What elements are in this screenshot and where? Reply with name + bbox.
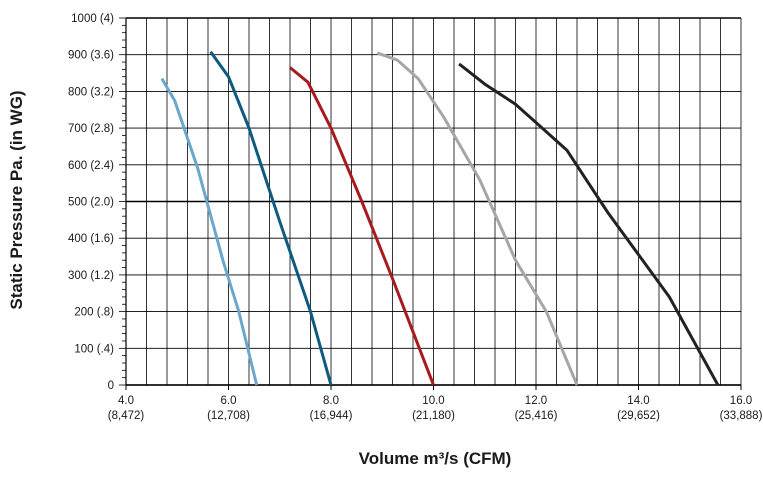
- x-tick-label: 12.0: [525, 395, 547, 407]
- series-line-2: [209, 50, 333, 386]
- y-tick-label: 500 (2.0): [68, 197, 114, 209]
- x-tick-sublabel: (12,708): [207, 410, 250, 422]
- x-axis-title: Volume m³/s (CFM): [359, 449, 512, 468]
- y-tick-label: 300 (1.2): [68, 270, 114, 282]
- x-tick-sublabel: (25,416): [515, 410, 558, 422]
- x-tick-label: 6.0: [221, 395, 237, 407]
- x-tick-label: 16.0: [730, 395, 752, 407]
- x-tick-sublabel: (8,472): [108, 410, 145, 422]
- x-tick-sublabel: (33,888): [720, 410, 763, 422]
- y-tick-label: 0: [108, 380, 114, 392]
- x-tick-label: 10.0: [422, 395, 444, 407]
- x-tick-label: 14.0: [627, 395, 649, 407]
- axes: [119, 17, 742, 390]
- x-tick-label: 8.0: [323, 395, 339, 407]
- y-tick-label: 700 (2.8): [68, 123, 114, 135]
- series-line-1: [160, 77, 259, 386]
- y-tick-label: 200 (.8): [74, 307, 114, 319]
- series-lines: [160, 50, 720, 386]
- y-axis-title: Static Pressure Pa. (in WG): [7, 90, 26, 309]
- y-tick-label: 900 (3.6): [68, 50, 114, 62]
- y-tick-label: 400 (1.6): [68, 233, 114, 245]
- y-tick-label: 100 (.4): [74, 343, 114, 355]
- series-line-5: [458, 62, 720, 386]
- y-tick-label: 600 (2.4): [68, 160, 114, 172]
- series-line-3: [289, 66, 435, 386]
- x-tick-sublabel: (21,180): [412, 410, 455, 422]
- x-tick-sublabel: (29,652): [617, 410, 660, 422]
- x-tick-sublabel: (16,944): [310, 410, 353, 422]
- series-line-4: [376, 51, 579, 386]
- grid: [125, 17, 742, 386]
- y-tick-label: 1000 (4): [71, 13, 114, 25]
- x-tick-label: 4.0: [118, 395, 134, 407]
- y-tick-label: 800 (3.2): [68, 86, 114, 98]
- tick-labels: 0 100 (.4) 200 (.8) 300 (1.2) 400 (1.6) 500 (…: [68, 13, 763, 422]
